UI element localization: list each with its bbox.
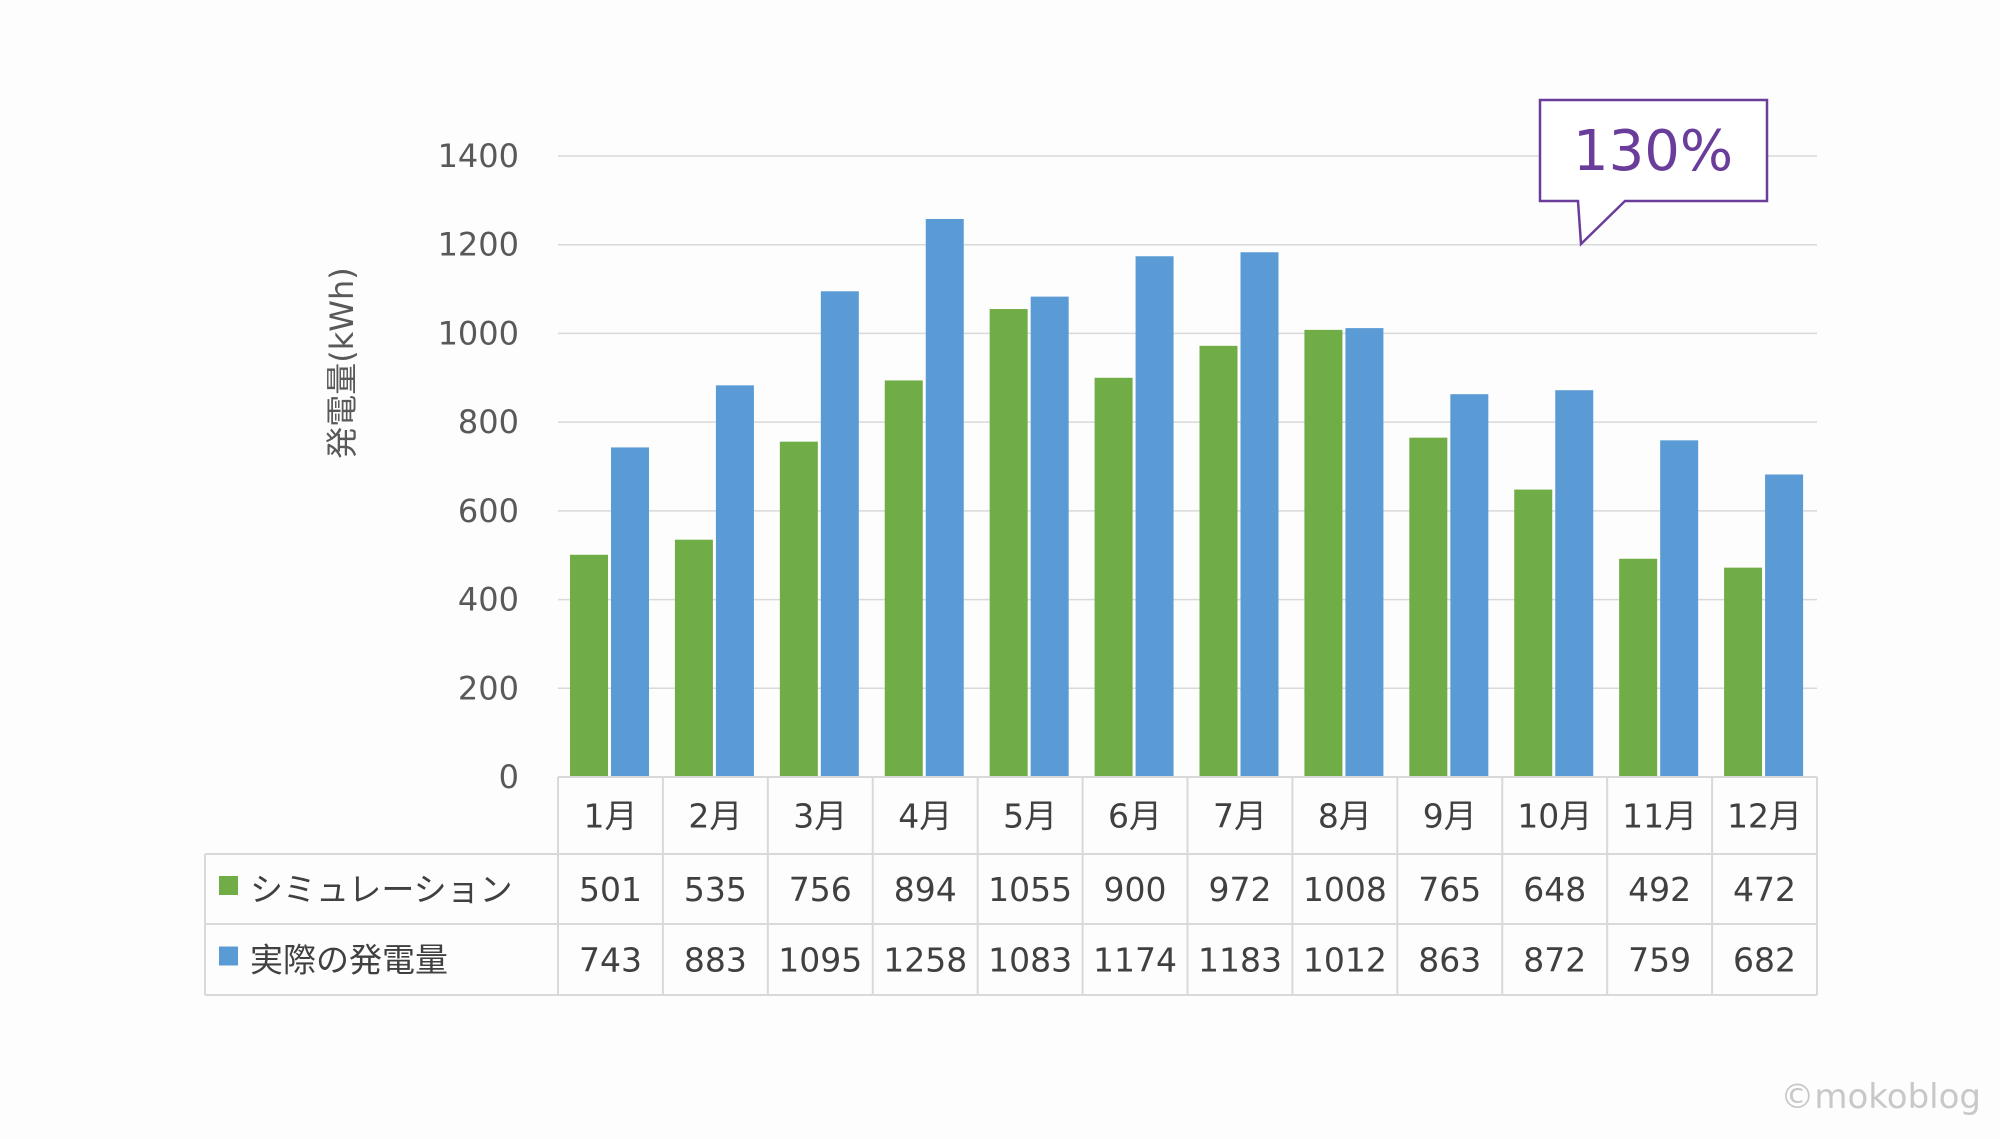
bar-simulation	[989, 309, 1028, 777]
data-label: 1008	[1303, 870, 1387, 909]
bar-simulation	[1094, 377, 1133, 777]
bar-actual	[925, 218, 964, 778]
data-label: 648	[1523, 870, 1586, 909]
y-axis-title: 発電量(kWh)	[323, 267, 361, 458]
bar-simulation	[674, 539, 713, 777]
legend-key	[219, 876, 238, 895]
bar-actual	[715, 385, 754, 777]
data-label: 863	[1418, 941, 1481, 980]
x-category-label: 5月	[1003, 797, 1057, 836]
data-label: 1055	[988, 870, 1072, 909]
bar-simulation	[1514, 489, 1553, 777]
data-label: 682	[1733, 941, 1796, 980]
data-label: 472	[1733, 870, 1796, 909]
bar-simulation	[1724, 567, 1763, 777]
data-label: 756	[789, 870, 852, 909]
bar-actual	[1240, 252, 1279, 777]
y-tick-label: 1000	[438, 314, 519, 352]
bar-simulation	[1304, 329, 1343, 777]
data-label: 535	[684, 870, 747, 909]
data-label: 900	[1104, 870, 1167, 909]
x-category-label: 11月	[1622, 797, 1697, 836]
bar-simulation	[884, 380, 923, 777]
bar-actual	[611, 447, 649, 777]
data-label: 501	[579, 870, 642, 909]
bar-actual	[820, 291, 859, 777]
data-label: 883	[684, 941, 747, 980]
bar-simulation	[570, 554, 608, 777]
data-label: 1258	[883, 941, 967, 980]
legend-key	[219, 946, 238, 966]
data-label: 743	[579, 941, 642, 980]
x-category-label: 6月	[1108, 797, 1162, 836]
y-tick-label: 400	[458, 581, 519, 619]
bar-simulation	[1199, 345, 1238, 777]
callout-bubble	[1538, 98, 1769, 247]
data-label: 872	[1523, 941, 1586, 980]
legend-label: シミュレーション	[250, 870, 513, 909]
y-tick-label: 200	[458, 669, 519, 707]
bar-simulation	[1619, 558, 1658, 777]
y-tick-label: 600	[458, 492, 519, 530]
data-label: 1012	[1303, 941, 1387, 980]
data-label: 894	[894, 870, 957, 909]
data-label: 765	[1418, 870, 1481, 909]
bar-actual	[1765, 474, 1804, 777]
bar-actual	[1345, 328, 1384, 777]
y-tick-label: 1200	[438, 226, 519, 264]
x-category-label: 7月	[1213, 797, 1267, 836]
x-category-label: 12月	[1727, 797, 1802, 836]
bar-actual	[1555, 390, 1594, 777]
bar-actual	[1450, 394, 1489, 777]
bar-actual	[1030, 296, 1069, 777]
y-tick-label: 0	[499, 758, 519, 796]
data-label: 492	[1628, 870, 1691, 909]
x-category-label: 1月	[583, 797, 637, 836]
data-label: 759	[1628, 941, 1691, 980]
data-label: 1174	[1093, 941, 1177, 980]
watermark: ©mokoblog	[1780, 1077, 1981, 1117]
bar-simulation	[1409, 437, 1448, 777]
bar-actual	[1135, 256, 1174, 777]
x-category-label: 3月	[793, 797, 847, 836]
x-category-label: 4月	[898, 797, 952, 836]
x-category-label: 8月	[1318, 797, 1372, 836]
x-category-label: 9月	[1423, 797, 1477, 836]
data-label: 1095	[778, 941, 862, 980]
data-label: 972	[1208, 870, 1271, 909]
x-category-label: 2月	[688, 797, 742, 836]
data-label: 1183	[1198, 941, 1282, 980]
callout-text: 130%	[1573, 119, 1733, 184]
y-tick-label: 1400	[438, 137, 519, 175]
x-category-label: 10月	[1517, 797, 1592, 836]
data-label: 1083	[988, 941, 1072, 980]
legend-label: 実際の発電量	[250, 941, 448, 980]
bar-actual	[1660, 440, 1699, 777]
y-tick-label: 800	[458, 403, 519, 441]
bar-simulation	[779, 441, 818, 777]
